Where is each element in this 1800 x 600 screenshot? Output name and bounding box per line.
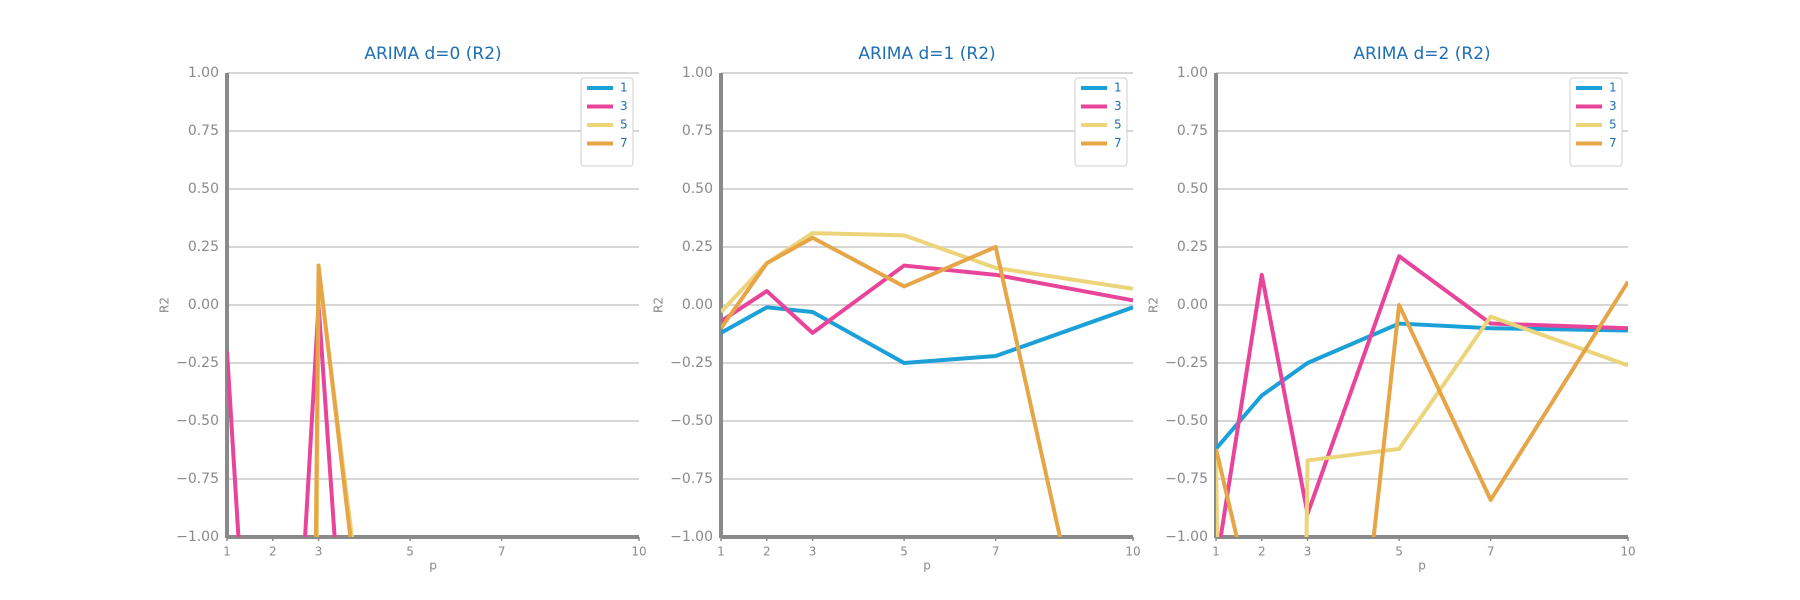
x-tick-label: 2 [1258,545,1266,559]
legend-label: 5 [1114,118,1122,132]
x-tick-label: 10 [1125,545,1140,559]
legend-label: 1 [1114,81,1122,95]
data-line [1216,321,1628,451]
x-tick-label: 1 [717,545,725,559]
data-line [721,305,1133,365]
y-tick-label: −0.75 [176,471,219,487]
chart-title: ARIMA d=0 (R2) [364,44,501,64]
legend-label: 3 [620,99,628,113]
y-tick-label: −0.50 [176,413,219,429]
x-tick-label: 7 [498,545,506,559]
y-tick-label: 0.00 [1177,297,1208,313]
y-tick-label: −1.00 [1165,529,1208,545]
y-tick-label: 1.00 [682,65,713,81]
x-tick-label: 3 [315,545,323,559]
legend-label: 3 [1114,99,1122,113]
y-axis-label: R2 [652,297,666,313]
data-line [1216,280,1628,537]
y-tick-label: 0.50 [1177,181,1208,197]
legend-label: 7 [620,136,628,150]
y-tick-label: 0.25 [188,239,219,255]
y-tick-label: 0.75 [682,123,713,139]
data-line [721,263,1133,335]
y-tick-label: −0.25 [1165,355,1208,371]
data-line [227,303,337,537]
x-tick-label: 5 [900,545,908,559]
data-line [1216,314,1628,537]
legend-label: 7 [1114,136,1122,150]
x-tick-label: 10 [631,545,646,559]
y-axis-label: R2 [1147,297,1161,313]
legend-label: 5 [620,118,628,132]
legend-label: 7 [1609,136,1617,150]
y-tick-label: 0.50 [682,181,713,197]
y-tick-label: −0.50 [670,413,713,429]
y-tick-label: 0.50 [188,181,219,197]
y-tick-label: 0.75 [188,123,219,139]
x-tick-label: 1 [1212,545,1220,559]
x-tick-label: 3 [809,545,817,559]
y-tick-label: −1.00 [670,529,713,545]
x-tick-label: 10 [1620,545,1635,559]
x-tick-label: 2 [269,545,277,559]
x-tick-label: 7 [992,545,1000,559]
legend-label: 5 [1609,118,1617,132]
y-tick-label: −0.25 [176,355,219,371]
chart-title: ARIMA d=2 (R2) [1353,44,1490,64]
data-line [313,263,353,537]
x-axis-label: p [1418,559,1426,573]
y-tick-label: 1.00 [1177,65,1208,81]
y-tick-label: 0.00 [682,297,713,313]
y-tick-label: 0.00 [188,297,219,313]
y-tick-label: −0.75 [670,471,713,487]
y-tick-label: 0.25 [682,239,713,255]
legend-label: 1 [1609,81,1617,95]
chart-title: ARIMA d=1 (R2) [858,44,995,64]
x-tick-label: 7 [1487,545,1495,559]
y-tick-label: −0.50 [1165,413,1208,429]
data-line [1218,254,1628,537]
y-tick-label: −1.00 [176,529,219,545]
y-tick-label: −0.75 [1165,471,1208,487]
y-tick-label: 0.75 [1177,123,1208,139]
x-axis-label: p [923,559,931,573]
y-axis-label: R2 [158,297,172,313]
x-axis-label: p [429,559,437,573]
y-tick-label: 1.00 [188,65,219,81]
y-tick-label: −0.25 [670,355,713,371]
x-tick-label: 1 [223,545,231,559]
data-line [314,268,354,537]
x-tick-label: 2 [763,545,771,559]
legend-label: 3 [1609,99,1617,113]
x-tick-label: 5 [1395,545,1403,559]
legend-label: 1 [620,81,628,95]
x-tick-label: 3 [1304,545,1312,559]
data-line [721,235,1063,537]
data-line [721,231,1133,314]
x-tick-label: 5 [406,545,414,559]
y-tick-label: 0.25 [1177,239,1208,255]
